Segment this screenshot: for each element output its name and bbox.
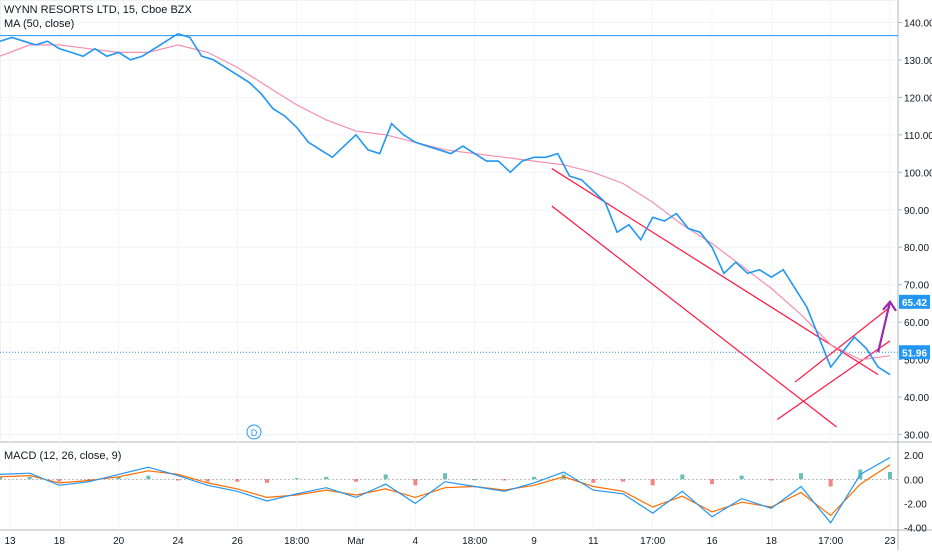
symbol-title[interactable]: WYNN RESORTS LTD, 15, Cboe BZX xyxy=(4,4,192,16)
macd-histogram-bar xyxy=(146,475,151,480)
macd-histogram-bar xyxy=(532,476,536,480)
macd-histogram-bar xyxy=(443,473,447,480)
macd-tick-label: -2.00 xyxy=(904,499,927,510)
price-line xyxy=(0,32,891,376)
last-price-label-bg xyxy=(899,345,930,360)
price-tick-label: 120.00 xyxy=(904,93,932,104)
time-tick-label: 18 xyxy=(766,536,778,547)
price-tick-label: 100.00 xyxy=(904,168,932,179)
macd-histogram-bar xyxy=(799,473,803,480)
macd-histogram-bar xyxy=(710,479,714,485)
macd-histogram-bar xyxy=(650,479,655,486)
macd-histogram-bar xyxy=(888,472,892,480)
target-arrow-head xyxy=(882,300,897,312)
time-tick-label: 18 xyxy=(54,536,66,547)
macd-histogram-bar xyxy=(205,479,210,482)
macd-histogram-bar xyxy=(116,476,121,480)
series-lines xyxy=(0,32,891,376)
dividend-marker-label: D xyxy=(251,428,258,438)
price-tick-label: 30.00 xyxy=(904,431,929,442)
time-tick-label: 18:00 xyxy=(462,536,487,547)
time-tick-label: 23 xyxy=(884,536,896,547)
main-pane-frame xyxy=(0,0,899,443)
macd-histogram-bar xyxy=(739,475,744,480)
macd-histogram-bar xyxy=(87,479,91,481)
target-arrow xyxy=(877,301,892,353)
ma-line xyxy=(0,44,891,361)
price-tick-label: 80.00 xyxy=(904,243,929,254)
macd-histogram-bar xyxy=(502,479,507,481)
macd-tick-label: 0.00 xyxy=(904,475,924,486)
price-tick-label: 40.00 xyxy=(904,393,929,404)
time-tick-label: 17:00 xyxy=(818,536,843,547)
price-tick-label: 140.00 xyxy=(904,18,932,29)
macd-tick-label: 2.00 xyxy=(904,451,924,462)
time-tick-label: 11 xyxy=(588,536,599,547)
macd-histogram-bar xyxy=(265,479,269,483)
price-tick-label: 50.00 xyxy=(904,356,929,367)
channel-lines xyxy=(0,35,898,428)
time-tick-label: 26 xyxy=(232,536,244,547)
target-price-label-bg xyxy=(899,294,930,309)
macd-histogram-bar xyxy=(591,479,596,483)
macd-histogram-bar xyxy=(235,479,240,482)
time-tick-label: 16 xyxy=(706,536,718,547)
time-tick-label: 4 xyxy=(413,536,419,547)
macd-histogram-bar xyxy=(621,479,625,482)
macd-histogram-bar xyxy=(383,474,388,480)
time-tick-label: 9 xyxy=(531,536,537,547)
macd-indicator-label[interactable]: MACD (12, 26, close, 9) xyxy=(4,450,122,462)
last-price-label: 51.96 xyxy=(902,348,927,359)
ma-indicator-label[interactable]: MA (50, close) xyxy=(4,18,75,30)
macd-histogram-bar xyxy=(354,479,358,482)
rising-channel-lower-line xyxy=(776,340,891,421)
target-price-label: 65.42 xyxy=(902,298,927,309)
macd-histogram-bar xyxy=(680,474,685,480)
price-tick-label: 70.00 xyxy=(904,281,929,292)
macd-histogram-bar xyxy=(294,478,299,480)
time-tick-label: 18:00 xyxy=(284,536,309,547)
price-tick-label: 110.00 xyxy=(904,131,932,142)
macd-histogram-bar xyxy=(27,476,32,480)
time-tick-label: 20 xyxy=(113,536,125,547)
macd-pane xyxy=(0,456,898,524)
price-tick-label: 60.00 xyxy=(904,318,929,329)
channel-lower-line xyxy=(551,205,837,428)
time-tick-label: 17:00 xyxy=(640,536,665,547)
macd-histogram-bar xyxy=(324,476,329,480)
macd-histogram-bar xyxy=(413,479,418,486)
macd-histogram-bar xyxy=(57,479,62,482)
macd-tick-label: -4.00 xyxy=(904,524,927,535)
macd-histogram-bar xyxy=(176,479,180,481)
dividend-marker xyxy=(246,424,262,440)
macd-histogram-bar xyxy=(0,476,2,480)
time-tick-label: 24 xyxy=(172,536,184,547)
axes: 140.00130.00120.00110.00100.0090.0080.00… xyxy=(4,18,932,547)
macd-signal-line xyxy=(0,464,891,517)
macd-line xyxy=(0,456,891,524)
macd-histogram-bar xyxy=(472,479,477,481)
rising-channel-upper-line xyxy=(794,306,891,383)
time-tick-label: Mar xyxy=(347,536,365,547)
price-tick-label: 130.00 xyxy=(904,56,932,67)
price-tick-label: 90.00 xyxy=(904,206,929,217)
macd-histogram-bar xyxy=(769,479,774,481)
macd-histogram-bar xyxy=(828,479,833,487)
time-tick-label: 13 xyxy=(4,536,16,547)
